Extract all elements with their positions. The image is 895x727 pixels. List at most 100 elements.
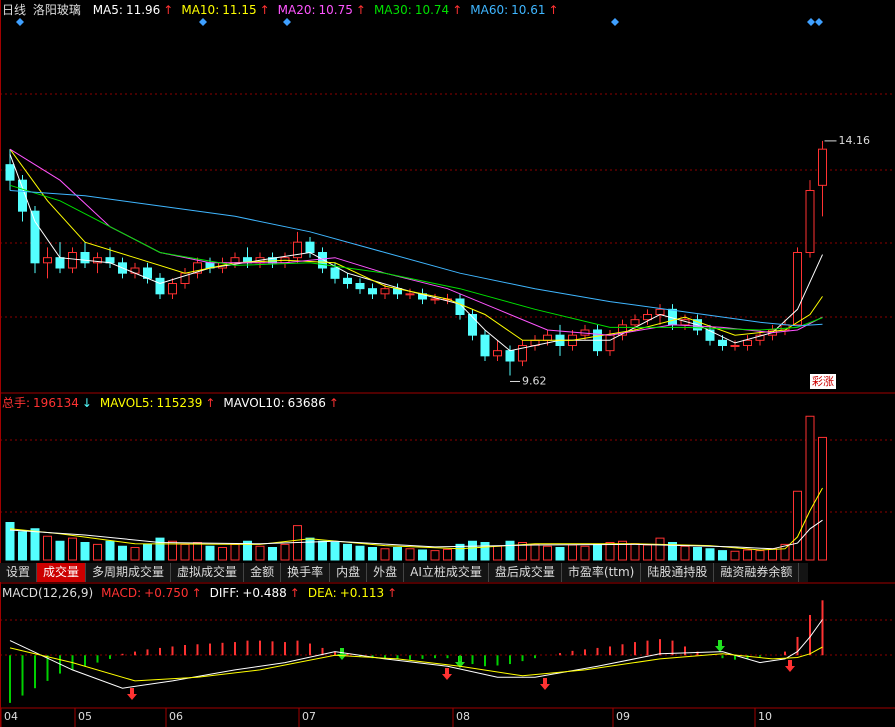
tab[interactable]: 内盘 <box>330 563 368 582</box>
x-tick-label: 08 <box>456 710 470 723</box>
candle-body <box>343 277 352 285</box>
candle-body <box>318 252 327 269</box>
event-marker[interactable] <box>611 18 619 26</box>
ma-name: MA10: <box>181 3 220 17</box>
ma-arrow: ↑ <box>548 3 559 17</box>
event-markers <box>16 18 823 26</box>
volume-bar <box>505 540 515 561</box>
event-marker[interactable] <box>807 18 815 26</box>
volume-bar <box>305 537 315 561</box>
candle-body <box>643 314 652 321</box>
volume-bar <box>805 415 815 561</box>
candle-body <box>743 339 752 347</box>
tab[interactable]: 金额 <box>244 563 282 582</box>
buy-signal <box>785 660 795 672</box>
macd-item-name: DEA: <box>307 586 337 600</box>
volume-bar <box>130 547 140 561</box>
candle-body <box>168 283 177 295</box>
event-marker[interactable] <box>16 18 24 26</box>
candle-body <box>505 350 515 362</box>
tab[interactable]: 设置 <box>0 563 38 582</box>
macd-item-name: MACD: <box>101 586 142 600</box>
mavol-arrow: ↑ <box>205 396 216 410</box>
volume-legend: 总手: 196134 ↓ MAVOL5: 115239 ↑ MAVOL10: 63686 ↑ <box>2 395 347 411</box>
candle-body <box>518 345 527 362</box>
signal-arrows <box>127 640 795 700</box>
volume-bar <box>780 543 790 561</box>
buy-signal <box>540 678 550 690</box>
tab[interactable]: AI立桩成交量 <box>404 563 489 582</box>
tab[interactable]: 成交量 <box>37 563 87 582</box>
volume-bar <box>655 537 665 561</box>
tab[interactable]: 市盈率(ttm) <box>562 563 642 582</box>
volume-bar <box>343 543 352 561</box>
ma-arrow: ↑ <box>163 3 174 17</box>
candle-body <box>718 339 727 347</box>
mavol-value: 115239 <box>156 396 203 410</box>
buy-signal <box>127 688 137 700</box>
candle-body <box>455 298 465 315</box>
candle-body <box>93 257 102 264</box>
tab[interactable]: 换手率 <box>281 563 331 582</box>
volume-bar <box>443 548 452 561</box>
volume-bar <box>630 543 640 561</box>
volume-bar <box>93 543 102 561</box>
macd-title: MACD(12,26,9) <box>2 586 94 600</box>
ma-arrow: ↑ <box>259 3 270 17</box>
ma-name: MA20: <box>277 3 316 17</box>
volume-bar <box>818 436 827 561</box>
volume-bar <box>580 545 590 561</box>
volume-bar <box>368 547 377 561</box>
ma-line <box>9 184 823 331</box>
ma-name: MA5: <box>92 3 123 17</box>
candle-body <box>780 324 790 331</box>
volume-bar <box>468 540 477 561</box>
event-marker[interactable] <box>283 18 291 26</box>
volume-bar <box>155 537 165 561</box>
volume-bar <box>393 547 402 561</box>
volume-bar <box>180 543 190 561</box>
mavol-name: MAVOL5: <box>99 396 154 410</box>
candle-body <box>793 252 802 326</box>
volume-bar <box>430 550 440 561</box>
candle-body <box>30 210 40 264</box>
event-marker[interactable] <box>815 18 823 26</box>
tab[interactable]: 虚拟成交量 <box>171 563 245 582</box>
period: 日线 <box>2 3 27 17</box>
price-legend: 日线 洛阳玻璃 MA5: 11.96 ↑ MA10: 11.15 ↑ MA20: 10.75 ↑… <box>2 2 567 18</box>
mavol-name: MAVOL10: <box>223 396 285 410</box>
macd-legend: MACD(12,26,9) MACD: +0.750 ↑ DIFF: +0.488 ↑ DEA… <box>2 585 405 601</box>
candle-body <box>493 350 502 357</box>
mavol-value: 63686 <box>287 396 326 410</box>
buy-signal <box>442 668 452 680</box>
candle-body <box>155 277 165 295</box>
volume-bar <box>618 540 627 561</box>
x-tick-label: 06 <box>169 710 183 723</box>
volume-bar <box>80 542 90 561</box>
tab[interactable]: 外盘 <box>367 563 405 582</box>
badge-bg <box>810 374 836 389</box>
volume-bar <box>755 550 765 561</box>
volume-bar <box>255 545 265 561</box>
volume-bar <box>218 547 227 561</box>
volume-bar <box>55 540 65 561</box>
tab[interactable]: 陆股通持股 <box>641 563 715 582</box>
tab[interactable]: 盘后成交量 <box>489 563 562 582</box>
candle-body <box>468 314 477 336</box>
volume-bar <box>680 545 690 561</box>
volume-bar <box>768 548 777 561</box>
event-marker[interactable] <box>199 18 207 26</box>
candle-body <box>605 334 615 352</box>
volume-bar <box>380 548 390 561</box>
tab[interactable]: 多周期成交量 <box>86 563 172 582</box>
candle-body <box>805 190 815 253</box>
volume-value: 196134 <box>33 396 79 410</box>
volume-bar <box>718 550 727 561</box>
volume-bar <box>793 490 802 561</box>
candle-body <box>80 252 90 264</box>
macd-line <box>9 646 823 682</box>
tab[interactable]: 融资融券余额 <box>714 563 800 582</box>
mavol-line <box>9 487 823 551</box>
ma-value: 11.15 <box>222 3 257 17</box>
